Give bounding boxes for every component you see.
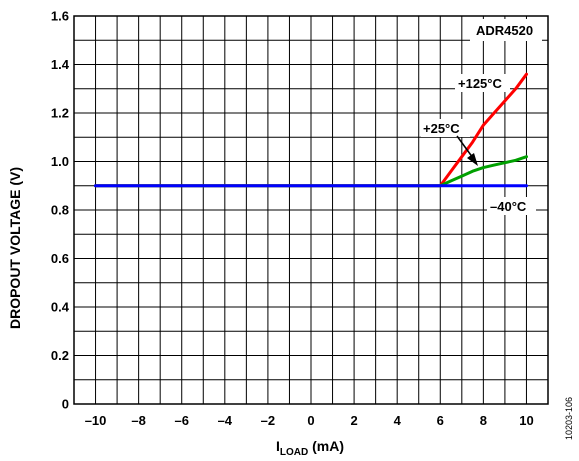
label-25c: +25°C (423, 121, 460, 136)
callout-arrow-line (456, 135, 474, 159)
callout-arrowhead (467, 153, 478, 166)
y-tick-label: 0.8 (51, 203, 69, 218)
label-minus40c: –40°C (490, 199, 527, 214)
x-tick-label: –10 (85, 413, 107, 428)
x-axis-label: ILOAD (mA) (276, 438, 344, 458)
y-tick-label: 0.4 (51, 300, 70, 315)
x-tick-labels: –10 –8 –6 –4 –2 0 2 4 6 8 10 (85, 413, 534, 428)
x-tick-label: –4 (218, 413, 233, 428)
label-m40-box (487, 197, 536, 215)
y-tick-label: 0.6 (51, 251, 69, 266)
y-tick-label: 0.2 (51, 348, 69, 363)
x-tick-label: 0 (307, 413, 314, 428)
x-tick-label: –6 (174, 413, 188, 428)
y-tick-label: 0 (62, 397, 69, 412)
x-tick-label: 6 (437, 413, 444, 428)
x-axis-label-subscript: LOAD (280, 447, 308, 458)
x-tick-label: –2 (261, 413, 275, 428)
device-label-box (470, 19, 542, 41)
y-axis-label: DROPOUT VOLTAGE (V) (7, 167, 23, 329)
label-25-box (421, 119, 470, 137)
x-tick-label: –8 (131, 413, 145, 428)
x-axis-label-unit: (mA) (308, 438, 344, 454)
plot-frame (73, 15, 549, 405)
label-125c: +125°C (458, 76, 502, 91)
y-tick-label: 1.4 (51, 57, 70, 72)
series-line-1 (94, 155, 528, 188)
grid-lines (74, 16, 548, 404)
figure-id: 10203-106 (564, 397, 574, 440)
series-line-0 (94, 72, 528, 188)
x-tick-label: 4 (394, 413, 402, 428)
x-tick-label: 8 (480, 413, 487, 428)
y-tick-label: 1.2 (51, 106, 69, 121)
x-tick-label: 2 (350, 413, 357, 428)
y-tick-labels: 0 0.2 0.4 0.6 0.8 1.0 1.2 1.4 1.6 (51, 9, 70, 412)
series-layer (94, 72, 528, 188)
x-tick-label: 10 (519, 413, 533, 428)
device-label: ADR4520 (476, 23, 533, 38)
x-axis-label-main: I (276, 438, 280, 454)
label-125-box (455, 74, 510, 92)
y-tick-label: 1.6 (51, 9, 69, 24)
y-tick-label: 1.0 (51, 154, 69, 169)
